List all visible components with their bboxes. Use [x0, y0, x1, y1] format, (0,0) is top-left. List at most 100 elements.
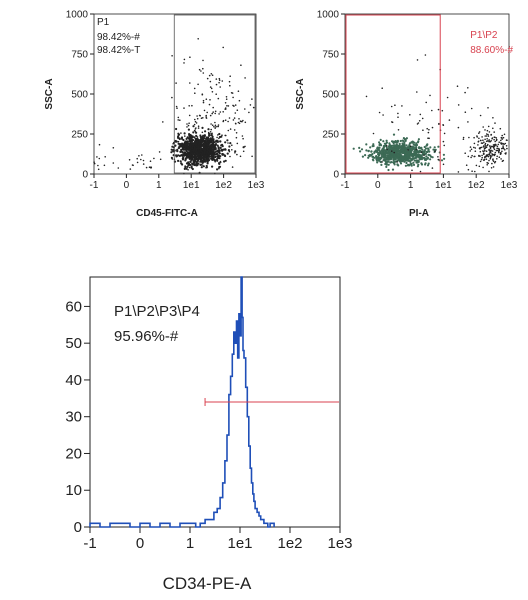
- data-point: [402, 140, 405, 143]
- data-point: [181, 163, 184, 166]
- data-point: [207, 141, 209, 144]
- data-point: [196, 117, 199, 120]
- data-point: [187, 169, 189, 171]
- data-point: [411, 169, 413, 172]
- data-point: [475, 164, 478, 167]
- data-point: [482, 166, 484, 169]
- data-point: [210, 155, 212, 158]
- data-point: [207, 128, 210, 131]
- data-point: [234, 152, 236, 154]
- data-point: [414, 146, 418, 149]
- data-point: [400, 145, 403, 148]
- data-point: [141, 154, 143, 156]
- data-point: [431, 167, 434, 169]
- data-point: [188, 133, 191, 136]
- data-point: [499, 127, 502, 130]
- data-point: [387, 151, 390, 155]
- data-point: [202, 67, 204, 70]
- data-point: [177, 119, 179, 121]
- data-point: [217, 134, 219, 136]
- data-point: [415, 144, 418, 147]
- data-point: [467, 155, 470, 158]
- data-point: [217, 154, 220, 157]
- data-point: [488, 139, 491, 141]
- data-point: [205, 164, 208, 168]
- data-point: [431, 156, 434, 159]
- data-point: [367, 156, 370, 159]
- data-point: [203, 134, 206, 137]
- data-point: [200, 159, 203, 162]
- data-point: [219, 111, 222, 113]
- data-point: [423, 151, 426, 154]
- data-point: [484, 156, 486, 159]
- data-point: [199, 139, 201, 141]
- data-point: [185, 167, 188, 170]
- data-point: [179, 160, 182, 163]
- data-point: [208, 74, 211, 77]
- data-point: [225, 96, 228, 98]
- data-point: [177, 140, 180, 143]
- data-point: [201, 136, 204, 138]
- data-point: [244, 77, 246, 79]
- data-point: [486, 155, 488, 157]
- data-point: [424, 163, 427, 166]
- data-point: [198, 114, 201, 117]
- data-point: [229, 84, 231, 87]
- data-point: [369, 146, 372, 149]
- data-point: [180, 137, 184, 140]
- data-point: [368, 155, 371, 158]
- data-point: [212, 146, 215, 149]
- data-point: [218, 77, 221, 80]
- data-point: [427, 153, 430, 156]
- data-point: [415, 150, 418, 153]
- data-point: [384, 154, 387, 158]
- data-point: [251, 98, 253, 100]
- data-point: [142, 163, 145, 165]
- data-point: [429, 158, 432, 161]
- data-point: [416, 91, 418, 93]
- data-point: [201, 141, 204, 143]
- x-tick-label: -1: [83, 535, 96, 552]
- data-point: [387, 163, 390, 166]
- data-point: [429, 154, 432, 157]
- data-point: [498, 156, 501, 158]
- data-point: [386, 156, 389, 159]
- data-point: [485, 133, 488, 135]
- data-point: [206, 147, 209, 150]
- data-point: [409, 114, 411, 116]
- y-tick-label: 50: [65, 335, 82, 352]
- data-point: [185, 142, 188, 144]
- data-point: [489, 154, 492, 157]
- gate-stat: 88.60%-#: [470, 45, 513, 56]
- data-point: [190, 137, 192, 139]
- data-point: [209, 86, 212, 88]
- data-point: [416, 160, 420, 163]
- data-point: [478, 137, 480, 140]
- data-point: [232, 119, 235, 121]
- data-point: [214, 127, 216, 129]
- data-point: [382, 140, 385, 143]
- data-point: [218, 132, 221, 136]
- data-point: [218, 113, 220, 115]
- data-point: [467, 121, 469, 123]
- gate-name: P1: [97, 17, 110, 28]
- data-point: [424, 147, 428, 150]
- data-point: [457, 171, 460, 173]
- data-point: [390, 105, 393, 108]
- data-point: [365, 143, 368, 146]
- data-point: [199, 152, 201, 155]
- data-point: [389, 161, 392, 164]
- data-point: [496, 155, 499, 158]
- data-point: [490, 167, 493, 169]
- data-point: [488, 149, 491, 151]
- data-point: [385, 162, 388, 165]
- data-point: [393, 144, 396, 147]
- x-tick-label: 1e1: [227, 535, 252, 552]
- data-point: [171, 145, 174, 148]
- data-point: [226, 139, 229, 142]
- data-point: [171, 55, 173, 57]
- data-point: [203, 152, 206, 155]
- data-point: [441, 109, 444, 112]
- data-point: [171, 158, 174, 160]
- data-point: [237, 90, 240, 92]
